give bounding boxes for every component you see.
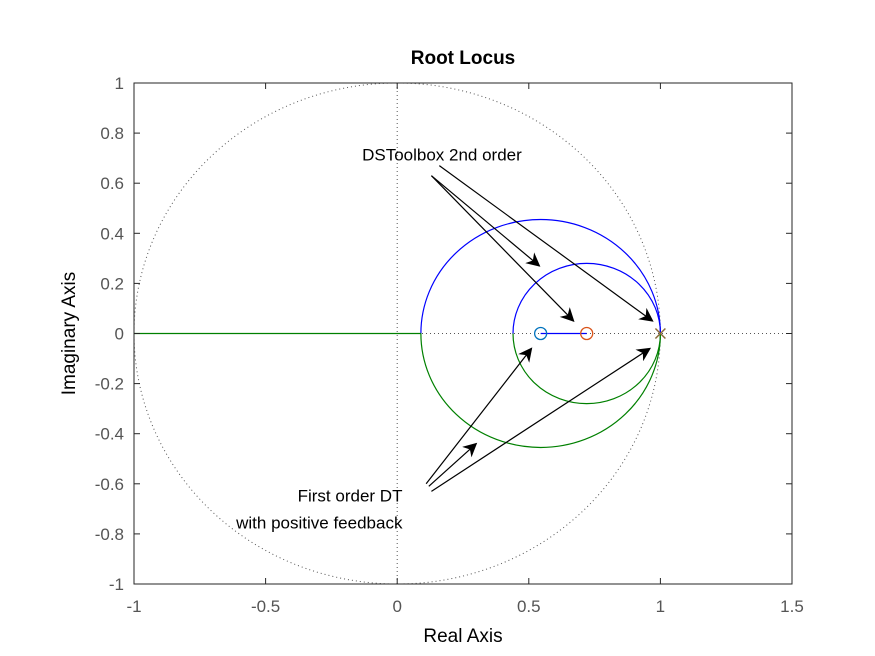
y-tick-label: -0.8 <box>95 525 124 544</box>
y-tick-label: 0.6 <box>100 174 124 193</box>
annotation-arrow <box>438 165 654 322</box>
x-tick-label: 1.5 <box>780 597 804 616</box>
axis-ticks: -1 -0.5 0 0.5 1 1.5 -1 -0.8 -0.6 -0.4 -0.2 0 0.2 0.4 0… <box>95 74 804 616</box>
x-tick-label: 0.5 <box>517 597 541 616</box>
locus-arc-3 <box>512 333 661 405</box>
annotations: DSToolbox 2nd order First order DT with po… <box>235 146 654 532</box>
annotation-arrow <box>430 175 575 322</box>
y-axis-label: Imaginary Axis <box>59 272 80 396</box>
annotation-text: with positive feedback <box>235 513 403 532</box>
pole-marker-0 <box>654 327 666 340</box>
x-tick-label: -0.5 <box>251 597 280 616</box>
locus-arc-0 <box>420 218 661 334</box>
y-tick-label: -0.2 <box>95 375 124 394</box>
annotation-text: First order DT <box>298 486 403 505</box>
zero-marker-0 <box>533 326 548 341</box>
x-axis-label: Real Axis <box>423 626 502 647</box>
y-tick-label: 0.4 <box>100 224 124 243</box>
y-tick-label: 0.8 <box>100 124 124 143</box>
locus-arc-1 <box>420 333 661 449</box>
x-tick-label: 0 <box>392 597 401 616</box>
zero-marker-1 <box>580 326 594 341</box>
locus-arc-2 <box>512 262 661 334</box>
y-tick-label: -0.6 <box>95 475 124 494</box>
y-tick-label: -0.4 <box>95 425 124 444</box>
y-tick-label: 0.2 <box>100 274 124 293</box>
chart-title: Root Locus <box>411 48 516 69</box>
x-tick-label: 1 <box>656 597 665 616</box>
pole-cross-stroke <box>654 327 666 340</box>
y-tick-label: 0 <box>115 325 124 344</box>
annotation-arrow <box>428 442 478 487</box>
locus-branches <box>134 218 666 449</box>
annotation-arrow <box>431 347 652 492</box>
x-tick-label: -1 <box>126 597 141 616</box>
y-tick-label: -1 <box>109 575 124 594</box>
annotation-arrow <box>431 175 541 267</box>
annotation-text: DSToolbox 2nd order <box>362 146 522 165</box>
y-tick-label: 1 <box>115 74 124 93</box>
annotation-arrow <box>425 347 533 485</box>
